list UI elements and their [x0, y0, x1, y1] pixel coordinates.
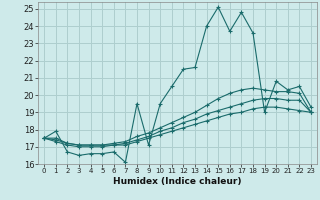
X-axis label: Humidex (Indice chaleur): Humidex (Indice chaleur) [113, 177, 242, 186]
